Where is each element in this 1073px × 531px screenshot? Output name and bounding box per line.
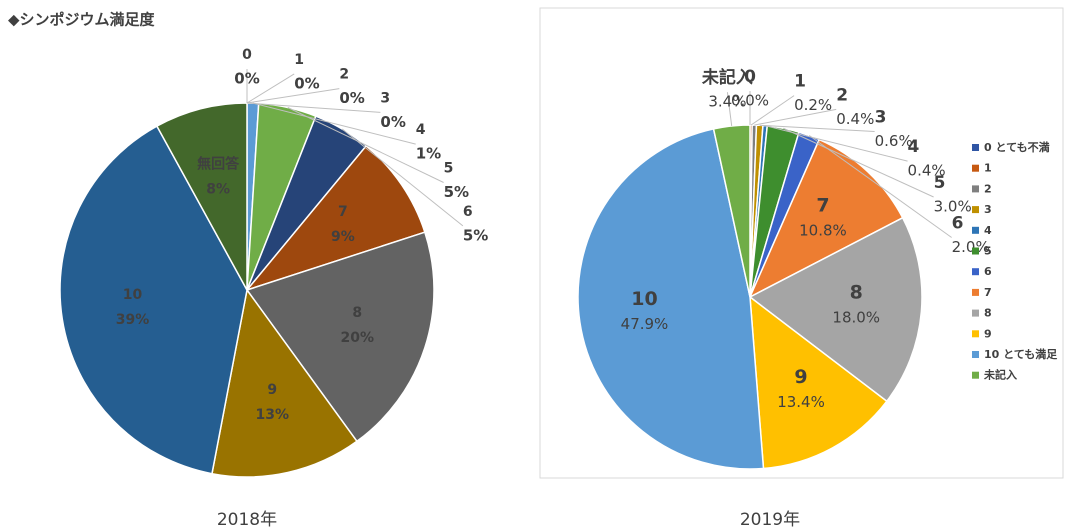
leader-line <box>808 135 952 238</box>
value-label: 0.0% <box>731 92 769 110</box>
value-label: 3.0% <box>934 198 972 216</box>
slice-label: 1 <box>294 52 304 68</box>
pie-slice <box>748 138 904 299</box>
legend-label: 10 とても満足 <box>984 347 1058 361</box>
leader-line <box>246 73 295 104</box>
slice-label: 未記入 <box>701 67 753 88</box>
value-label: 1% <box>416 145 441 163</box>
legend-swatch <box>972 164 979 172</box>
slice-label: 5 <box>934 173 946 193</box>
slice-label: 9 <box>794 366 807 388</box>
legend-label: 5 <box>984 245 992 258</box>
slice-label: 7 <box>816 195 829 217</box>
pie-slice <box>211 288 358 478</box>
leader-line <box>750 95 795 126</box>
leader-line <box>759 124 875 132</box>
legend-label: 2 <box>984 182 992 195</box>
legend-swatch <box>972 330 979 338</box>
legend-swatch <box>972 247 979 255</box>
leader-line <box>252 102 416 145</box>
value-label: 39% <box>116 312 150 328</box>
legend-label: 4 <box>984 224 992 237</box>
slice-label: 無回答 <box>197 156 240 173</box>
leader-line <box>754 108 837 126</box>
pie-slice <box>748 216 923 403</box>
legend-label: 7 <box>984 286 992 299</box>
leader-line <box>341 128 464 227</box>
slice-label: 8 <box>850 282 863 304</box>
slice-label: 0 <box>242 47 252 63</box>
slice-label: 2 <box>339 67 349 83</box>
value-label: 0.2% <box>794 96 832 114</box>
slice-label: 3 <box>380 90 390 106</box>
slice-label: 6 <box>463 204 473 220</box>
slice-label: 9 <box>267 382 277 398</box>
legend-label: 8 <box>984 307 992 320</box>
value-label: 0% <box>339 89 364 107</box>
value-label: 2.0% <box>952 238 990 256</box>
legend-label: 未記入 <box>983 368 1017 382</box>
value-label: 9% <box>331 229 355 245</box>
slice-label: 3 <box>875 107 887 127</box>
value-label: 8% <box>206 182 230 198</box>
leader-line <box>783 127 934 198</box>
legend-swatch <box>972 351 979 358</box>
pie-slice <box>577 128 765 470</box>
legend-swatch <box>972 226 979 234</box>
slice-label: 6 <box>952 213 964 233</box>
value-label: 0% <box>234 70 259 88</box>
value-label: 0.4% <box>836 110 874 128</box>
pie-slice <box>244 144 426 292</box>
chart-caption: 2018年 <box>217 510 277 530</box>
slice-label: 0 <box>744 67 756 87</box>
legend-label: 0 とても不満 <box>984 140 1050 154</box>
slice-label: 10 <box>631 288 657 310</box>
chart-caption: 2019年 <box>740 510 800 530</box>
slice-label: 4 <box>416 122 426 138</box>
leader-line <box>764 125 908 162</box>
leader-line <box>246 102 381 113</box>
slice-label: 1 <box>794 72 806 92</box>
value-label: 3.4% <box>708 93 746 111</box>
leader-line <box>726 92 733 127</box>
legend-swatch <box>972 268 979 276</box>
slice-label: 7 <box>338 204 348 220</box>
slice-label: 8 <box>352 305 362 321</box>
value-label: 18.0% <box>832 309 880 327</box>
legend-label: 6 <box>984 265 992 278</box>
legend-swatch <box>972 144 979 151</box>
slice-label: 10 <box>123 287 143 303</box>
chart-frame <box>539 7 1064 479</box>
legend-label: 3 <box>984 203 992 216</box>
legend-label: 9 <box>984 327 992 340</box>
pie-slice <box>245 231 435 443</box>
value-label: 0% <box>294 74 319 92</box>
leader-line <box>246 88 340 104</box>
slice-label: 2 <box>836 85 848 105</box>
pie-slice <box>59 125 248 475</box>
value-label: 0.4% <box>908 162 946 180</box>
value-label: 20% <box>341 330 375 346</box>
legend-swatch <box>972 309 979 317</box>
page-title: ◆シンポジウム満足度 <box>8 11 156 29</box>
leader-line <box>287 107 444 183</box>
legend-label: 1 <box>984 162 992 175</box>
value-label: 47.9% <box>621 315 669 333</box>
value-label: 5% <box>463 226 488 244</box>
pie-slice <box>749 295 888 470</box>
legend-swatch <box>972 185 979 193</box>
value-label: 13.4% <box>777 393 825 411</box>
slice-label: 5 <box>444 161 454 177</box>
slice-label: 4 <box>908 137 920 157</box>
value-label: 0% <box>380 113 405 131</box>
legend-swatch <box>972 288 979 296</box>
value-label: 5% <box>444 183 469 201</box>
pie-slice <box>155 102 248 291</box>
legend-swatch <box>972 206 979 214</box>
value-label: 10.8% <box>799 222 847 240</box>
legend-swatch <box>972 371 979 379</box>
value-label: 0.6% <box>875 132 913 150</box>
value-label: 13% <box>256 407 290 423</box>
